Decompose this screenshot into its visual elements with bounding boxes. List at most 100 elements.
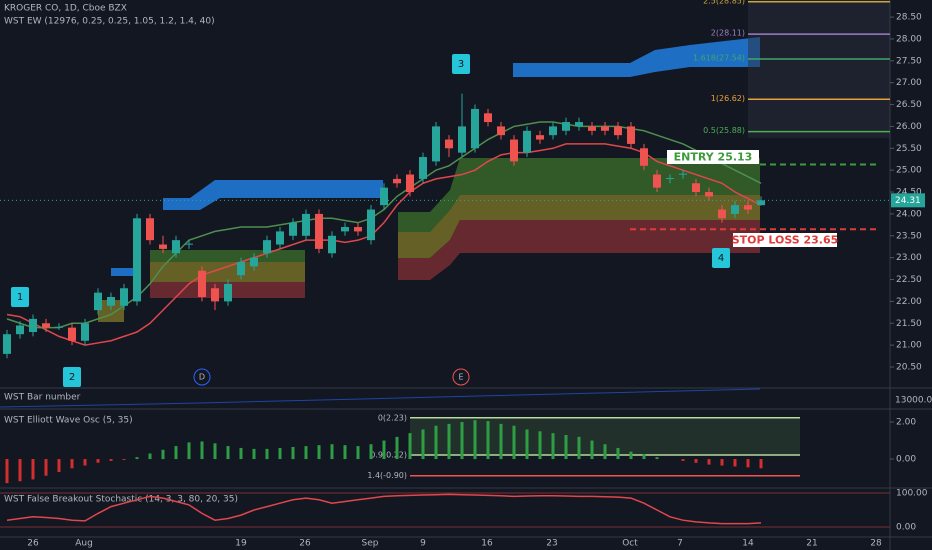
osc-bar bbox=[460, 422, 464, 460]
osc-bar bbox=[109, 459, 113, 461]
osc-bar bbox=[291, 447, 295, 460]
osc-bar bbox=[57, 459, 61, 473]
y-tick-label: 20.50 bbox=[896, 363, 922, 373]
osc-bar bbox=[330, 444, 334, 460]
candle-body bbox=[276, 231, 284, 245]
target-zone bbox=[748, 0, 890, 138]
stochastic-line bbox=[6, 493, 762, 525]
osc-level-label: 0(2.23) bbox=[378, 413, 407, 422]
y-tick-label: 21.50 bbox=[896, 319, 922, 329]
y-tick-label: 100.00 bbox=[896, 488, 928, 498]
fib-label: 0.5(25.88) bbox=[703, 126, 745, 135]
osc-bar bbox=[265, 448, 269, 460]
osc-bar bbox=[525, 429, 529, 460]
y-tick-label: 25.00 bbox=[896, 166, 922, 176]
candle-body bbox=[16, 325, 24, 335]
x-tick-label: 9 bbox=[420, 539, 426, 549]
osc-bar bbox=[148, 453, 152, 460]
x-tick-label: 14 bbox=[742, 539, 754, 549]
osc-bar bbox=[629, 451, 633, 460]
fib-label: 2(28.11) bbox=[711, 29, 745, 38]
candle-body bbox=[562, 122, 570, 131]
osc-bar bbox=[369, 444, 373, 460]
osc-level-label: 1.4(-0.90) bbox=[367, 471, 407, 480]
candle-body bbox=[393, 178, 401, 184]
candle-body bbox=[497, 126, 505, 136]
osc-bar bbox=[122, 459, 126, 460]
y-tick-label: 13000.00 bbox=[895, 396, 932, 406]
last-price-label: 24.31 bbox=[895, 196, 921, 206]
candle-body bbox=[484, 113, 492, 123]
stop-box bbox=[733, 233, 837, 247]
wave-marker bbox=[452, 368, 470, 386]
osc-bar bbox=[70, 459, 74, 469]
candle-body bbox=[3, 334, 11, 354]
osc-bar bbox=[317, 445, 321, 460]
zone-red bbox=[398, 220, 760, 280]
y-tick-label: 2.00 bbox=[896, 418, 916, 428]
osc-bar bbox=[31, 459, 35, 480]
osc-bar bbox=[252, 448, 256, 460]
osc-bar bbox=[759, 459, 763, 469]
panel-title: WST Bar number bbox=[4, 393, 81, 403]
osc-bar bbox=[343, 445, 347, 460]
osc-bar bbox=[486, 421, 490, 460]
osc-bar bbox=[18, 459, 22, 482]
osc-bar bbox=[408, 433, 412, 460]
bar-number-line bbox=[0, 388, 761, 408]
osc-bar bbox=[304, 446, 308, 460]
osc-bar bbox=[83, 459, 87, 466]
candle-body bbox=[458, 126, 466, 153]
candle-body bbox=[159, 244, 167, 249]
entry-label: ENTRY 25.13 bbox=[674, 151, 753, 164]
osc-bar bbox=[44, 459, 48, 476]
y-tick-label: 21.00 bbox=[896, 341, 922, 351]
entry-box bbox=[667, 150, 759, 164]
panel-title: WST Elliott Wave Osc (5, 35) bbox=[4, 416, 133, 426]
x-tick-label: 23 bbox=[546, 539, 557, 549]
y-tick-label: 24.00 bbox=[896, 209, 922, 219]
candle-body bbox=[757, 200, 765, 206]
osc-bar bbox=[96, 459, 100, 463]
candle-body bbox=[120, 288, 128, 306]
candle-body bbox=[653, 174, 661, 188]
candle-body bbox=[42, 323, 50, 328]
osc-bar bbox=[746, 459, 750, 468]
candle-body bbox=[198, 270, 206, 298]
osc-bar bbox=[473, 420, 477, 460]
y-tick-label: 25.50 bbox=[896, 144, 922, 154]
osc-bar bbox=[213, 443, 217, 460]
cloud bbox=[111, 268, 137, 276]
osc-bar bbox=[590, 440, 594, 460]
wave-label: 4 bbox=[718, 253, 724, 264]
y-tick-label: 26.00 bbox=[896, 122, 922, 132]
osc-bar bbox=[356, 446, 360, 460]
osc-bar bbox=[278, 447, 282, 460]
osc-bar bbox=[421, 429, 425, 460]
x-tick-label: Oct bbox=[622, 539, 638, 549]
wave-marker bbox=[11, 287, 29, 307]
candle-body bbox=[94, 292, 102, 311]
cloud bbox=[513, 37, 760, 77]
fib-label: 1(26.62) bbox=[711, 94, 745, 103]
x-tick-label: 28 bbox=[870, 539, 882, 549]
x-tick-label: 26 bbox=[299, 539, 311, 549]
y-tick-label: 0.00 bbox=[896, 523, 916, 533]
x-tick-label: 7 bbox=[677, 539, 683, 549]
y-tick-label: 23.00 bbox=[896, 253, 922, 263]
y-tick-label: 22.00 bbox=[896, 297, 922, 307]
osc-bar bbox=[655, 457, 659, 460]
x-tick-label: Aug bbox=[75, 539, 93, 549]
osc-bar bbox=[499, 423, 503, 460]
x-tick-label: 26 bbox=[27, 539, 39, 549]
y-tick-label: 0.00 bbox=[896, 455, 916, 465]
x-tick-label: 16 bbox=[481, 539, 493, 549]
candle-body bbox=[237, 262, 245, 276]
candle-body bbox=[380, 187, 388, 206]
osc-level-label: 0.9(0.22) bbox=[370, 450, 407, 459]
candle-body bbox=[575, 122, 583, 127]
osc-bar bbox=[187, 442, 191, 460]
candle-body bbox=[250, 257, 258, 267]
wave-label: 1 bbox=[17, 292, 23, 303]
